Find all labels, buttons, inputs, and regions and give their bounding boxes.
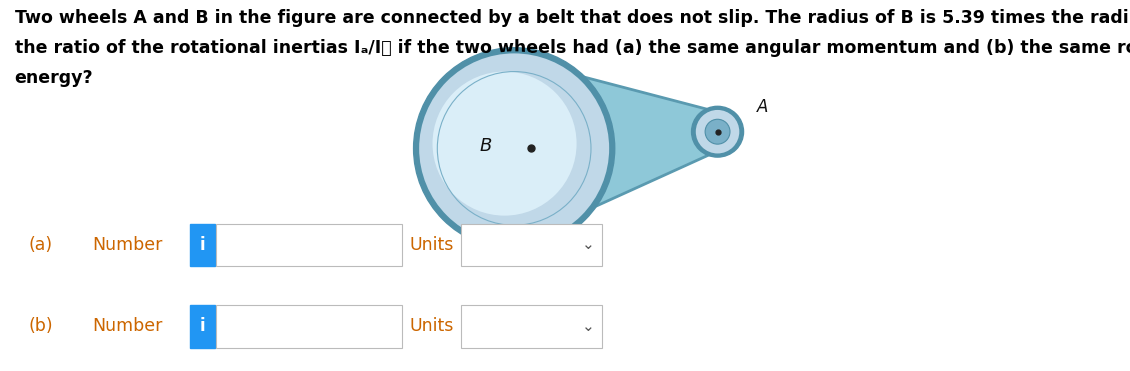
Text: ⌄: ⌄ xyxy=(582,319,596,334)
Text: Number: Number xyxy=(93,236,163,254)
FancyBboxPatch shape xyxy=(216,223,402,266)
Ellipse shape xyxy=(695,109,740,154)
Ellipse shape xyxy=(705,119,730,144)
Polygon shape xyxy=(519,60,715,237)
Ellipse shape xyxy=(692,106,744,157)
FancyBboxPatch shape xyxy=(461,305,602,348)
FancyBboxPatch shape xyxy=(190,305,215,348)
FancyBboxPatch shape xyxy=(216,305,402,348)
Ellipse shape xyxy=(418,52,610,244)
Text: A: A xyxy=(757,98,768,116)
Text: i: i xyxy=(200,236,205,254)
Ellipse shape xyxy=(414,48,615,249)
Text: i: i xyxy=(200,318,205,335)
Text: Units: Units xyxy=(409,318,453,335)
Text: Number: Number xyxy=(93,318,163,335)
Text: the ratio of the rotational inertias Iₐ/I၂ if the two wheels had (a) the same an: the ratio of the rotational inertias Iₐ/… xyxy=(15,39,1130,57)
FancyBboxPatch shape xyxy=(461,223,602,266)
FancyBboxPatch shape xyxy=(190,223,215,266)
Text: (a): (a) xyxy=(28,236,52,254)
Text: (b): (b) xyxy=(28,318,53,335)
Text: ⌄: ⌄ xyxy=(582,237,596,252)
Text: Two wheels A and B in the figure are connected by a belt that does not slip. The: Two wheels A and B in the figure are con… xyxy=(15,9,1130,27)
Text: Units: Units xyxy=(409,236,453,254)
Text: B: B xyxy=(479,138,492,155)
Ellipse shape xyxy=(433,72,576,216)
Text: energy?: energy? xyxy=(15,69,94,87)
